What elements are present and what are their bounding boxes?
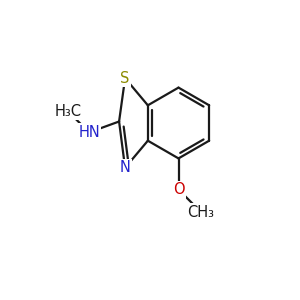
Text: HN: HN [78, 125, 100, 140]
Text: N: N [120, 160, 130, 175]
Text: O: O [173, 182, 184, 197]
Text: S: S [120, 71, 130, 86]
Text: H₃C: H₃C [54, 103, 81, 118]
Text: CH₃: CH₃ [188, 205, 214, 220]
